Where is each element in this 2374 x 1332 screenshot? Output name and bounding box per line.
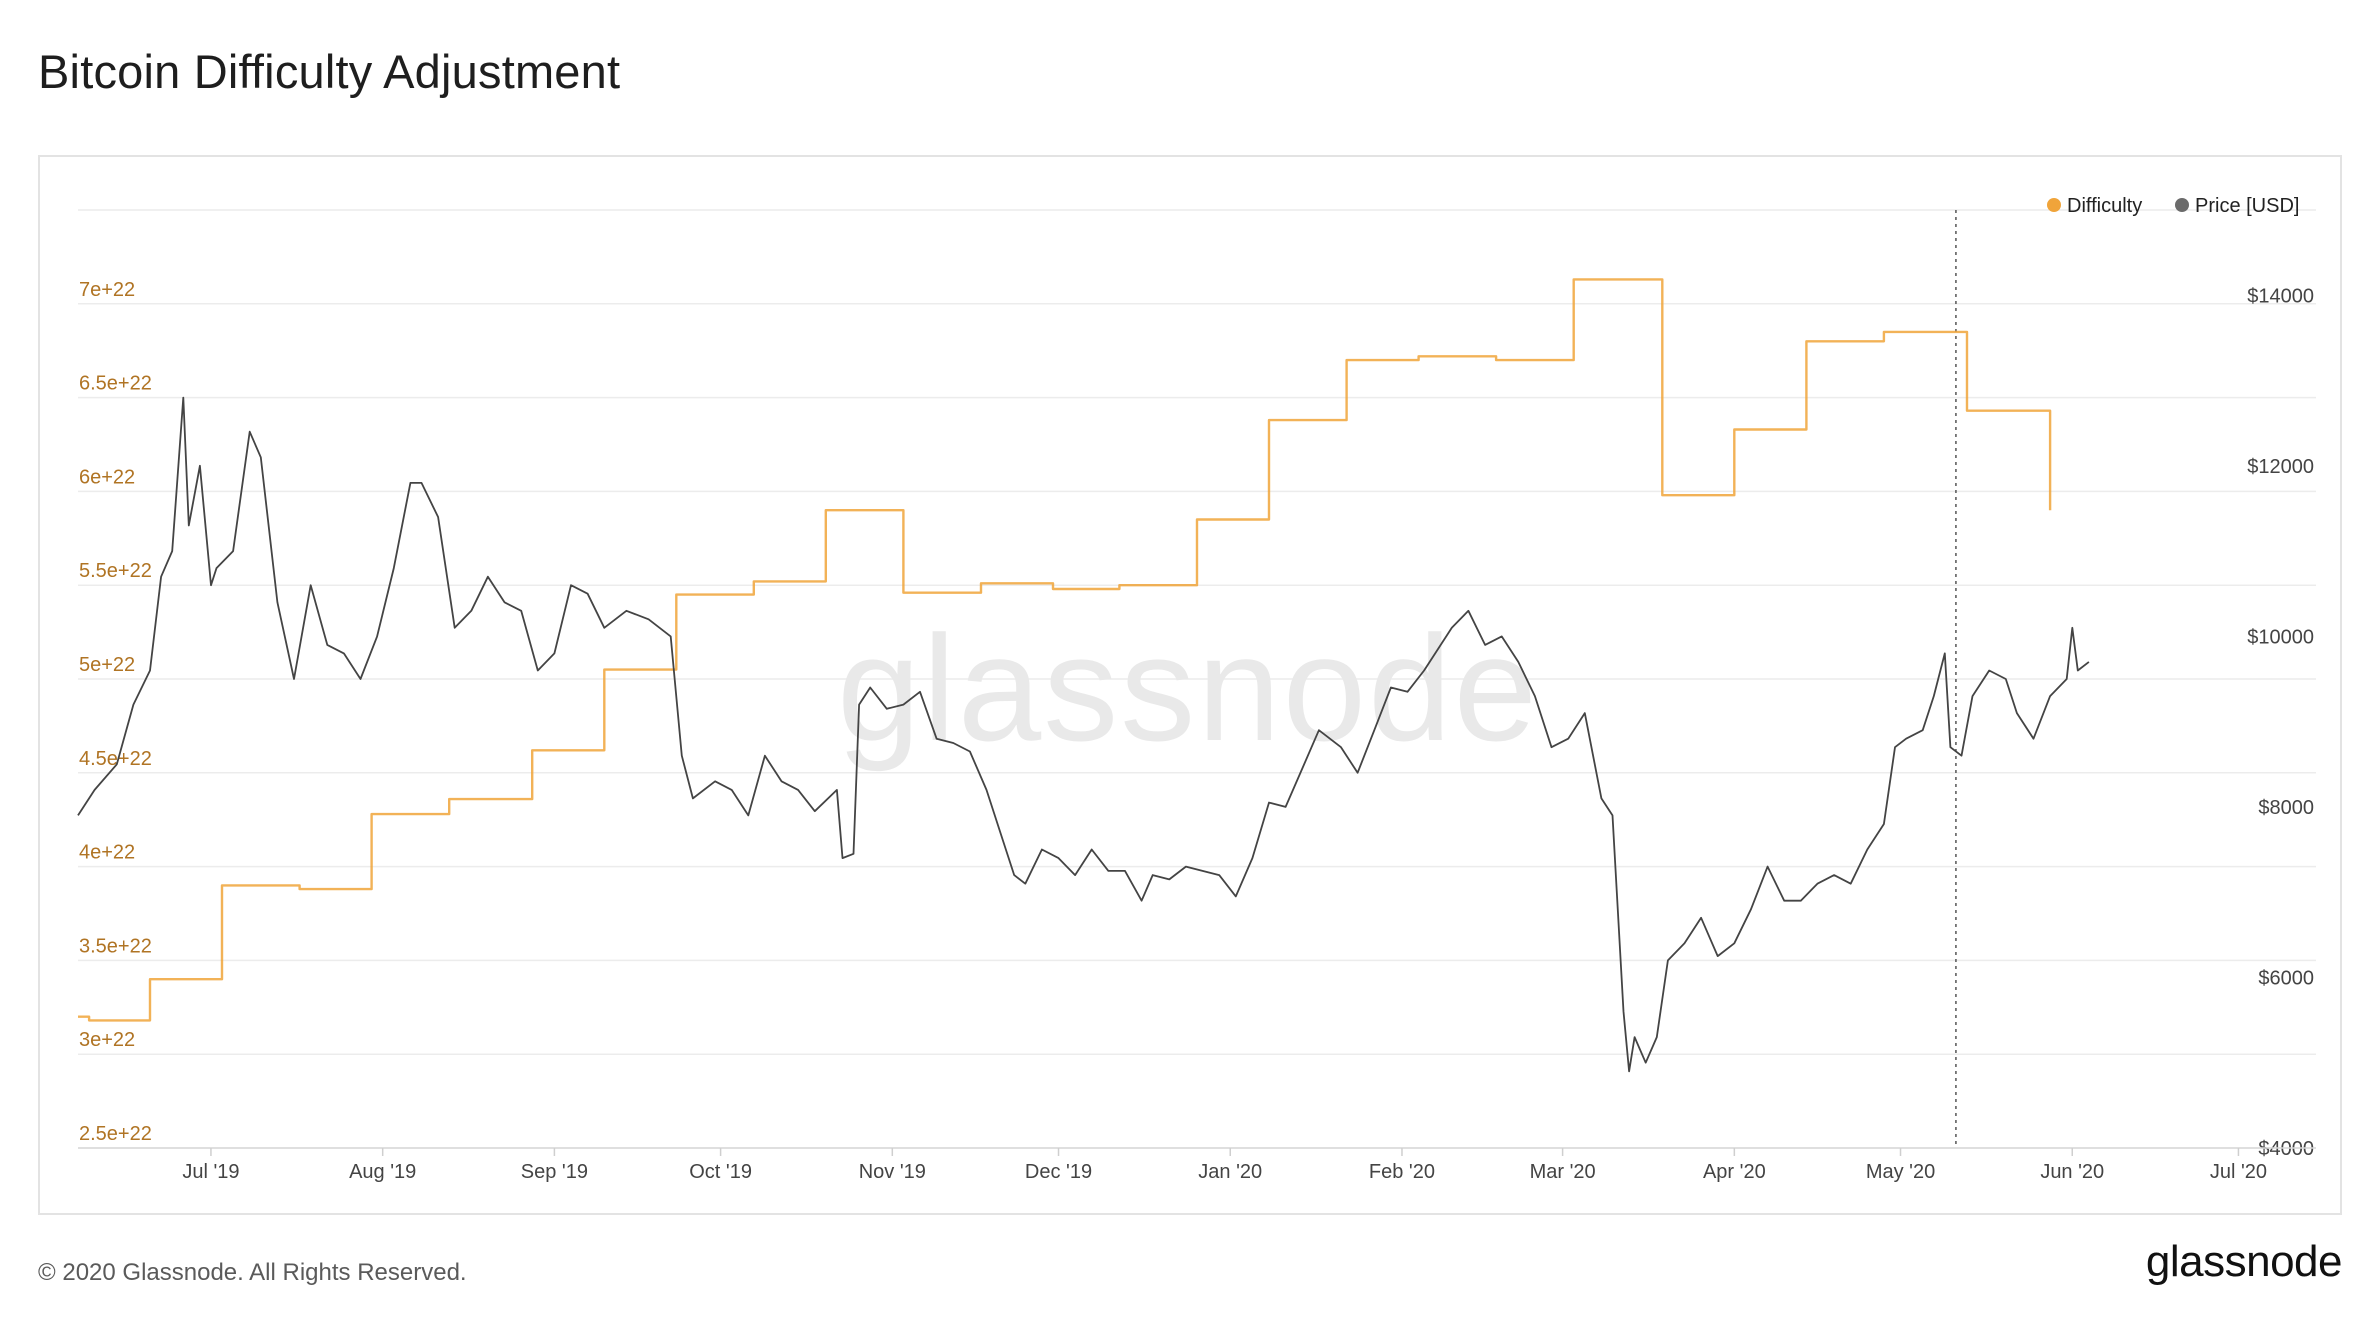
legend-marker <box>2047 198 2061 212</box>
left-axis-tick-label: 5e+22 <box>79 654 135 676</box>
copyright-text: © 2020 Glassnode. All Rights Reserved. <box>38 1259 467 1286</box>
left-axis-tick-label: 5.5e+22 <box>79 560 152 582</box>
left-axis-tick-label: 6.5e+22 <box>79 373 152 395</box>
watermark: glassnode <box>837 604 1539 772</box>
price-series-line <box>77 396 2090 1073</box>
x-axis-tick-label: Jul '19 <box>182 1161 239 1183</box>
right-axis-tick-label: $6000 <box>2258 967 2314 989</box>
legend-item-label[interactable]: Price [USD] <box>2195 195 2299 217</box>
left-axis-tick-label: 2.5e+22 <box>79 1123 152 1145</box>
x-axis-tick-label: Nov '19 <box>859 1161 926 1183</box>
left-axis-tick-label: 4.5e+22 <box>79 748 152 770</box>
left-axis-tick-label: 4e+22 <box>79 842 135 864</box>
x-axis-tick-label: Jun '20 <box>2040 1161 2104 1183</box>
chart-frame <box>38 155 2342 1215</box>
x-axis-tick-label: Oct '19 <box>689 1161 752 1183</box>
series-layer <box>77 278 2090 1073</box>
x-axis-tick-label: Jan '20 <box>1198 1161 1262 1183</box>
left-axis-tick-label: 7e+22 <box>79 279 135 301</box>
difficulty-series-line <box>78 278 2052 1022</box>
x-axis-tick-label: Sep '19 <box>521 1161 588 1183</box>
left-axis-tick-label: 6e+22 <box>79 466 135 488</box>
legend-marker <box>2175 198 2189 212</box>
x-axis-tick-label: Mar '20 <box>1530 1161 1596 1183</box>
glassnode-logo[interactable]: glassnode <box>2145 1237 2343 1286</box>
x-axis-tick-label: Dec '19 <box>1025 1161 1092 1183</box>
right-axis-tick-label: $14000 <box>2247 285 2314 307</box>
right-axis: $4000 $6000 $8000 $10000 $12000 $14000 <box>2247 285 2314 1160</box>
x-axis-tick-label: Feb '20 <box>1369 1161 1435 1183</box>
legend[interactable]: Difficulty Price [USD] <box>2047 195 2299 217</box>
x-axis-tick-label: Aug '19 <box>349 1161 416 1183</box>
left-axis-tick-label: 3.5e+22 <box>79 935 152 957</box>
x-axis-tick-label: Apr '20 <box>1703 1161 1766 1183</box>
left-axis: 2.5e+22 3e+22 3.5e+22 4e+22 4.5e+22 5e+22 5.5e… <box>79 279 152 1145</box>
right-axis-tick-label: $10000 <box>2247 626 2314 648</box>
right-axis-tick-label: $4000 <box>2258 1138 2314 1160</box>
right-axis-tick-label: $8000 <box>2258 797 2314 819</box>
legend-item-label[interactable]: Difficulty <box>2067 195 2142 217</box>
x-axis-tick-label: Jul '20 <box>2210 1161 2267 1183</box>
left-axis-tick-label: 3e+22 <box>79 1029 135 1051</box>
x-axis: Jul '19 Aug '19 Sep '19 Oct '19 Nov '19 Dec '… <box>78 1147 2316 1183</box>
right-axis-tick-label: $12000 <box>2247 456 2314 478</box>
x-axis-tick-label: May '20 <box>1866 1161 1935 1183</box>
page-title: Bitcoin Difficulty Adjustment <box>38 45 621 98</box>
